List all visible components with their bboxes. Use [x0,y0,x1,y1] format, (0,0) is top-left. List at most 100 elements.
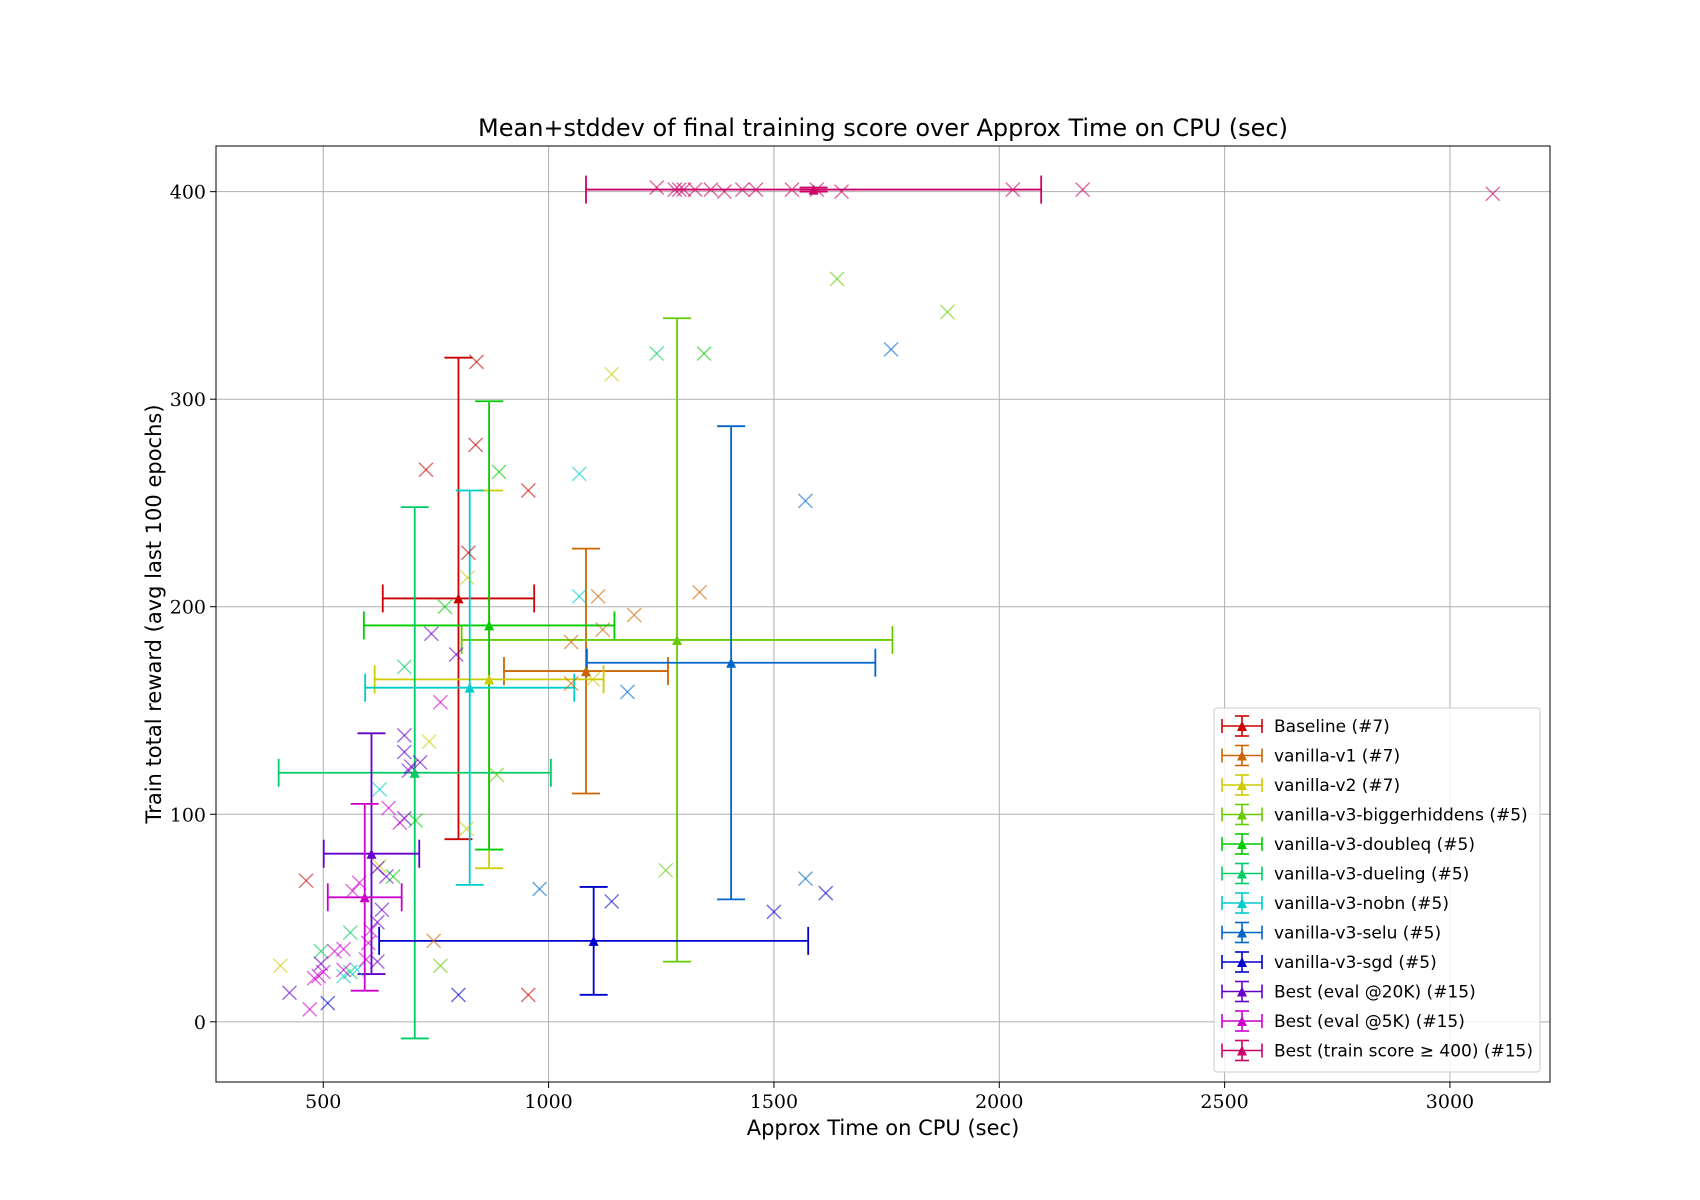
legend-marker [1237,721,1247,731]
scatter-point-stroke [1485,186,1501,202]
scatter-point-stroke [1005,182,1021,198]
scatter-point [336,968,352,984]
scatter-point-stroke [432,958,448,974]
scatter-point [649,346,665,362]
mean-marker [366,848,377,859]
scatter-point-stroke [363,923,379,938]
legend-entry: vanilla-v3-dueling (#5) [1221,862,1469,885]
scatter-point [437,599,453,615]
legend-entry: vanilla-v2 (#7) [1221,774,1400,796]
scatter-point [313,956,329,972]
mean-marker [808,184,819,195]
scatter-point [1485,186,1501,202]
scatter-point [448,646,464,662]
legend-entry: vanilla-v3-biggerhiddens (#5) [1221,803,1528,826]
scatter-point [396,744,412,760]
scatter-point-stroke [423,626,439,642]
scatter-point-stroke [396,659,412,675]
scatter-point [468,437,484,453]
scatter-point [423,626,439,642]
scatter-point [734,182,750,198]
scatter-point [320,995,336,1011]
legend-entry: vanilla-v3-sgd (#5) [1221,951,1437,973]
scatter-point [349,962,365,978]
scatter-point-stroke [883,341,899,357]
scatter-point-stroke [604,366,620,382]
scatter-point [571,588,587,604]
scatter-point [595,622,611,638]
scatter-point [302,1001,318,1017]
legend-marker [1237,868,1247,879]
scatter-point [392,815,408,831]
scatter-point [571,466,587,482]
scatter-point [363,923,379,938]
legend-box [1213,707,1541,1073]
scatter-point [619,684,635,700]
scatter-point [671,182,687,198]
scatter-point-stroke [396,744,412,760]
scatter-point-stroke [649,346,665,362]
scatter-point-stroke [658,862,674,878]
scatter-point-stroke [459,570,475,586]
scatter-point [658,862,674,878]
legend-label: vanilla-v3-dueling (#5) [1274,865,1469,885]
legend-entry: Best (train score ≥ 400) (#15) [1221,1039,1533,1062]
scatter-point [336,941,352,957]
scatter-point-stroke [374,902,390,918]
scatter-point [818,885,834,901]
y-axis-label: Train total reward (avg last 100 epochs) [142,404,166,824]
scatter-point [563,676,579,692]
scatter-point [327,943,343,959]
scatter-point-stroke [460,545,476,561]
scatter-point-stroke [563,676,579,692]
scatter-point-stroke [281,985,297,1001]
mean-marker [453,593,464,604]
scatter-point-stroke [432,694,448,710]
scatter-point-stroke [468,354,484,370]
scatter-point [491,464,507,480]
scatter-point-stroke [378,869,394,885]
scatter-point [590,588,606,604]
x-tick-label: 2500 [1200,1091,1248,1113]
scatter-point-stroke [797,871,813,887]
scatter-point-stroke [696,346,712,362]
scatter-point-stroke [336,962,352,978]
scatter-point-stroke [1075,182,1091,198]
scatter-point [311,968,327,984]
mean-marker [726,657,737,668]
scatter-point-stroke [619,684,635,700]
y-tick-label: 300 [170,389,206,411]
scatter-point-stroke [401,763,417,779]
scatter-point-stroke [784,182,800,198]
mean-marker [484,674,495,685]
scatter-point-stroke [426,933,442,949]
scatter-point [532,881,548,897]
scatter-point [412,754,428,770]
scatter-point [345,883,361,899]
scatter-point [336,962,352,978]
legend-entry: vanilla-v3-nobn (#5) [1221,892,1449,914]
scatter-point-stroke [939,304,955,320]
scatter-point-stroke [571,588,587,604]
scatter-point-stroke [349,962,365,978]
scatter-point [797,871,813,887]
scatter-point [372,781,388,797]
scatter-point-stroke [571,466,587,482]
scatter-point-stroke [595,622,611,638]
scatter-point [748,182,764,198]
legend-marker [1237,986,1247,997]
scatter-point [667,182,683,198]
scatter-point [432,694,448,710]
legend-marker [1237,957,1247,967]
scatter-point [1075,182,1091,198]
scatter-point [604,893,620,909]
scatter-point [351,875,367,891]
scatter-point [797,493,813,509]
axis-ticks: 500 1000 1500 2000 2500 3000 0 100 200 300 400 [170,182,1474,1113]
scatter-point [716,184,732,200]
y-tick-label: 400 [170,182,206,204]
scatter-point-stroke [396,727,412,743]
legend-entry: vanilla-v1 (#7) [1221,744,1400,767]
legend-marker [1237,927,1247,938]
scatter-point-stroke [626,607,642,623]
